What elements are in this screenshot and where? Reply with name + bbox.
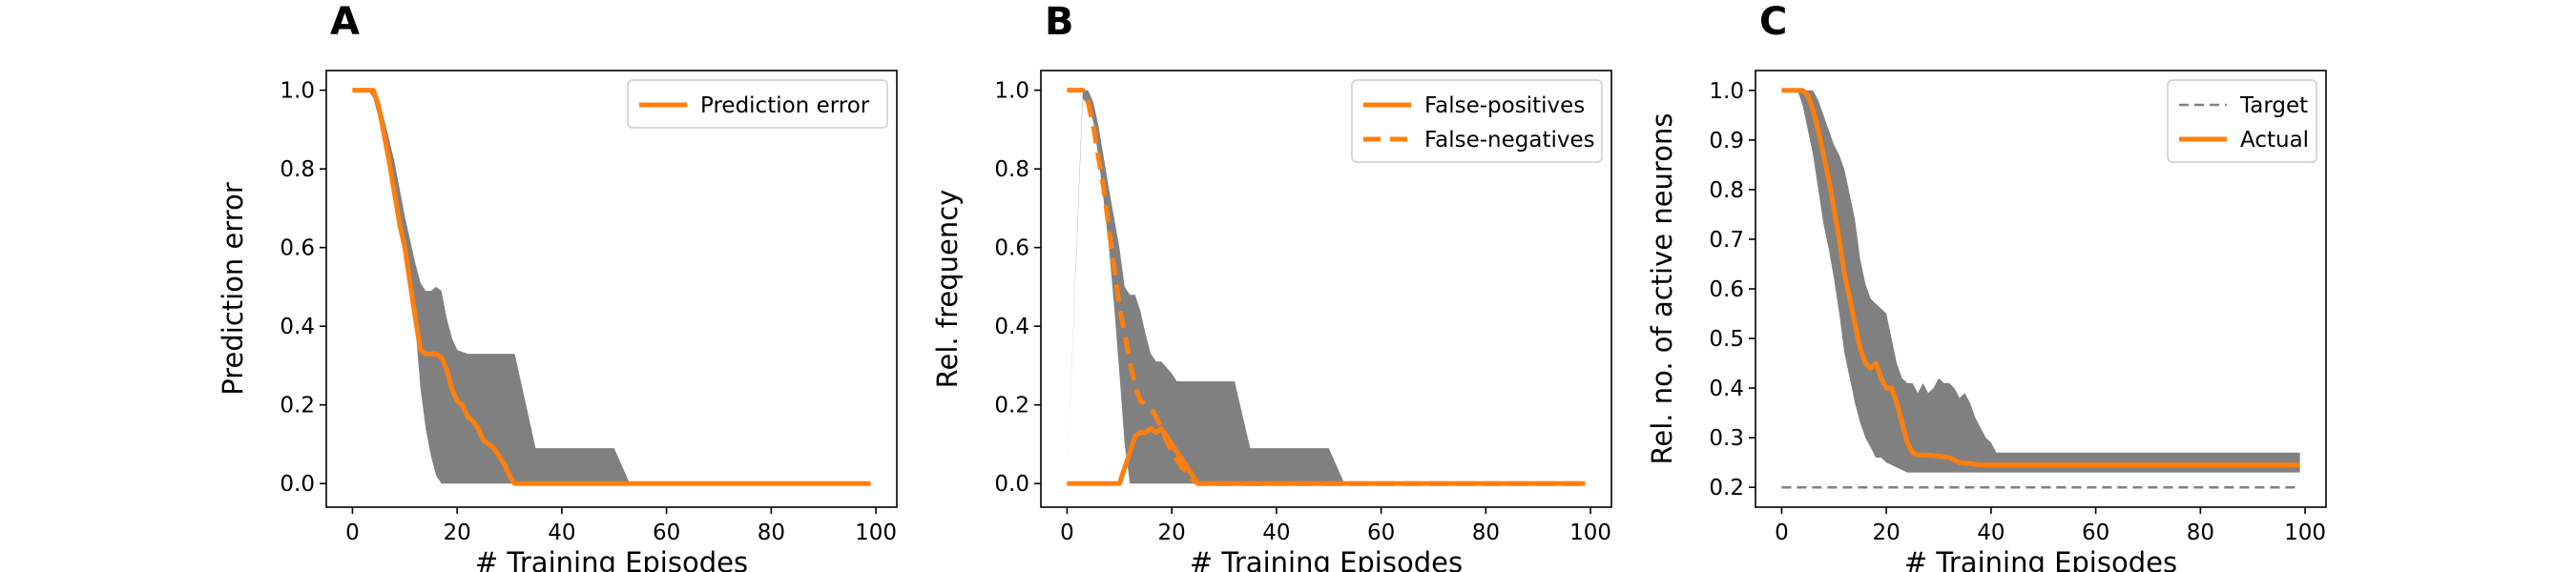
y-tick-label: 1.0 <box>994 79 1029 104</box>
y-tick-label: 0.4 <box>280 315 315 339</box>
y-axis-label: Rel. frequency <box>931 190 964 389</box>
panel-b: B 0 20 40 60 80 100 0.0 0.2 0.4 0.6 0.8 1.0 # Trainin… <box>931 0 1612 572</box>
series-line-actual <box>1781 88 2300 468</box>
y-tick-label: 0.2 <box>994 394 1029 419</box>
y-axis-label: Rel. no. of active neurons <box>1646 113 1678 465</box>
legend-label: Actual <box>2240 128 2309 153</box>
y-tick-label: 0.0 <box>994 472 1029 497</box>
y-tick-label: 0.6 <box>994 236 1029 261</box>
y-tick-label: 1.0 <box>280 79 315 104</box>
y-tick-label: 0.4 <box>994 315 1029 339</box>
y-tick-label: 0.5 <box>1709 327 1744 352</box>
x-tick-label: 60 <box>653 521 680 545</box>
x-tick-label: 40 <box>1977 521 2005 545</box>
axes-frame <box>1040 70 1612 508</box>
legend: Prediction error <box>627 79 888 129</box>
y-tick-label: 0.4 <box>1709 377 1744 401</box>
x-tick-label: 80 <box>1472 521 1500 545</box>
y-tick-label: 0.8 <box>994 157 1029 182</box>
axes-frame <box>325 70 898 508</box>
y-tick-label: 0.6 <box>1709 277 1744 302</box>
x-tick-label: 20 <box>1158 521 1186 545</box>
x-tick-label: 0 <box>1060 521 1074 545</box>
panel-letter: C <box>1759 0 1787 44</box>
x-tick-label: 100 <box>855 521 897 545</box>
x-tick-label: 60 <box>2082 521 2109 545</box>
y-tick-label: 0.8 <box>280 157 315 182</box>
panel-c: C 0 20 40 60 80 100 0.2 0.3 0.4 0.5 0.6 0.7 0.8 0.9 1.0… <box>1646 0 2327 572</box>
x-tick-label: 80 <box>2187 521 2214 545</box>
y-tick-label: 0.7 <box>1709 228 1744 253</box>
series-line-false-positives <box>1067 426 1586 486</box>
legend-box <box>627 79 888 129</box>
legend-box <box>1351 79 1603 163</box>
variability-band <box>1067 90 1586 484</box>
y-axis-label: Prediction error <box>217 182 249 396</box>
y-tick-label: 0.6 <box>280 236 315 261</box>
legend-label: Target <box>2239 93 2308 118</box>
x-tick-label: 40 <box>1262 521 1290 545</box>
series-line-prediction-error <box>352 88 871 486</box>
legend-label: False-negatives <box>1424 128 1595 153</box>
y-tick-label: 0.2 <box>280 394 315 419</box>
x-tick-label: 0 <box>345 521 360 545</box>
y-tick-label: 0.9 <box>1709 129 1744 153</box>
x-axis-label: # Training Episodes <box>475 546 748 572</box>
y-tick-label: 0.2 <box>1709 476 1744 500</box>
panel-letter: B <box>1045 0 1074 44</box>
legend: False-positives False-negatives <box>1351 79 1603 163</box>
x-tick-label: 100 <box>1569 521 1611 545</box>
x-tick-label: 60 <box>1367 521 1395 545</box>
x-tick-label: 20 <box>444 521 471 545</box>
x-tick-label: 80 <box>758 521 785 545</box>
legend-label: False-positives <box>1424 93 1585 118</box>
legend: Target Actual <box>2167 79 2317 163</box>
y-tick-label: 0.3 <box>1709 426 1744 451</box>
x-axis-label: # Training Episodes <box>1904 546 2177 572</box>
variability-band <box>352 90 871 484</box>
series-line-false-negatives <box>1067 88 1586 486</box>
y-tick-label: 1.0 <box>1709 79 1744 104</box>
legend-label: Prediction error <box>700 93 870 118</box>
x-tick-label: 40 <box>548 521 575 545</box>
x-tick-label: 20 <box>1873 521 1901 545</box>
x-axis-label: # Training Episodes <box>1190 546 1463 572</box>
y-tick-label: 0.8 <box>1709 178 1744 203</box>
x-tick-label: 0 <box>1775 521 1789 545</box>
y-tick-label: 0.0 <box>280 472 315 497</box>
panel-letter: A <box>330 0 360 44</box>
x-tick-label: 100 <box>2284 521 2326 545</box>
panel-a: A 0 20 40 60 80 100 0.0 0.2 0.4 0.6 0.8 1.0 # Trainin… <box>217 0 898 572</box>
